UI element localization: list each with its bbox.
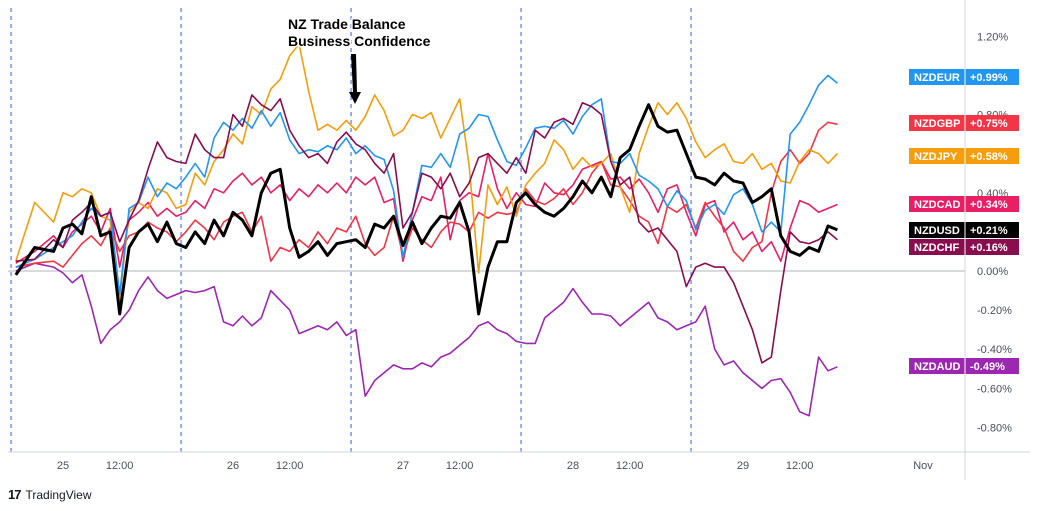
badge-nzdgbp: NZDGBP +0.75% — [909, 115, 1019, 131]
series-badges: NZDEUR +0.99% NZDGBP +0.75% NZDJPY +0.58% NZDC… — [909, 69, 1019, 374]
x-tick-label: 12:00 — [106, 460, 134, 472]
series-line-nzdchf — [15, 94, 838, 364]
y-tick-label: -0.60% — [977, 383, 1012, 395]
x-tick-label: 29 — [737, 460, 749, 472]
annotation-line-1: NZ Trade Balance — [288, 16, 406, 32]
x-tick-label: 12:00 — [276, 460, 304, 472]
session-separators — [10, 8, 692, 452]
badge-value: +0.99% — [970, 72, 1008, 84]
event-annotation: NZ Trade Balance Business Confidence — [287, 15, 432, 104]
badge-background — [909, 239, 1019, 255]
badge-symbol: NZDAUD — [914, 361, 960, 373]
badge-symbol: NZDUSD — [914, 225, 960, 237]
badge-nzdchf: NZDCHF +0.16% — [909, 239, 1019, 255]
series-line-nzdcad — [15, 152, 838, 268]
tradingview-logo-text: TradingView — [25, 487, 92, 502]
x-tick-label: 12:00 — [786, 460, 814, 472]
series-line-nzdjpy — [15, 43, 838, 302]
badge-symbol: NZDCHF — [914, 242, 959, 254]
series-line-nzdusd — [14, 103, 838, 316]
x-tick-label: 27 — [397, 460, 409, 472]
x-tick-label: Nov — [913, 460, 933, 472]
x-tick-label: 26 — [227, 460, 239, 472]
y-tick-label: 1.20% — [977, 31, 1008, 43]
x-tick-label: 12:00 — [616, 460, 644, 472]
badge-nzdjpy: NZDJPY +0.58% — [909, 148, 1019, 164]
badge-background — [909, 115, 1019, 131]
time-axis: 25 12:00 26 12:00 27 12:00 28 12:00 29 12:00 Nov — [57, 460, 933, 472]
x-tick-label: 25 — [57, 460, 69, 472]
annotation-arrow-icon — [349, 54, 361, 104]
badge-value: +0.21% — [970, 225, 1008, 237]
badge-background — [909, 148, 1019, 164]
badge-nzdusd: NZDUSD +0.21% — [909, 222, 1019, 238]
badge-background — [909, 358, 1019, 374]
badge-nzdcad: NZDCAD +0.34% — [909, 196, 1019, 212]
badge-symbol: NZDEUR — [914, 72, 960, 84]
badge-value: +0.75% — [970, 118, 1008, 130]
badge-nzdeur: NZDEUR +0.99% — [909, 69, 1019, 85]
badge-value: +0.16% — [970, 242, 1008, 254]
tradingview-logo-icon: 17 — [8, 487, 22, 502]
x-tick-label: 12:00 — [446, 460, 474, 472]
x-tick-label: 28 — [567, 460, 579, 472]
annotation-line-2: Business Confidence — [288, 33, 431, 49]
tradingview-logo[interactable]: 17 TradingView — [8, 487, 92, 502]
y-tick-label: -0.40% — [977, 344, 1012, 356]
y-tick-label: -0.80% — [977, 422, 1012, 434]
badge-symbol: NZDCAD — [914, 199, 960, 211]
badge-symbol: NZDGBP — [914, 118, 960, 130]
badge-value: +0.58% — [970, 151, 1008, 163]
badge-value: -0.49% — [970, 361, 1005, 373]
badge-value: +0.34% — [970, 199, 1008, 211]
series-lines — [14, 43, 838, 417]
y-tick-label: 0.00% — [977, 266, 1008, 278]
badge-background — [909, 69, 1019, 85]
badge-background — [909, 196, 1019, 212]
series-line-nzdaud — [15, 262, 838, 417]
badge-symbol: NZDJPY — [914, 151, 958, 163]
badge-background — [909, 222, 1019, 238]
series-line-nzdeur — [15, 74, 838, 296]
y-tick-label: -0.20% — [977, 305, 1012, 317]
series-line-nzdgbp — [15, 121, 838, 268]
badge-nzdaud: NZDAUD -0.49% — [909, 358, 1019, 374]
